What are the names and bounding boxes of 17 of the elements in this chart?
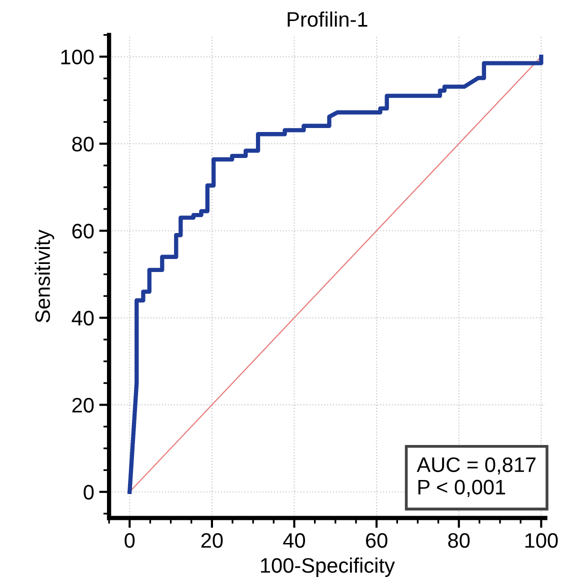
y-tick-label: 60	[72, 224, 94, 239]
annotation: P < 0,001	[418, 480, 506, 497]
x-tick-label: 80	[448, 533, 470, 548]
x-tick-label: 60	[366, 533, 388, 548]
x-tick-label: 40	[283, 533, 306, 548]
y-tick-label: 20	[72, 398, 94, 413]
x-tick-label: 100	[525, 533, 558, 548]
y-tick-label: 40	[72, 310, 94, 326]
annotation: AUC = 0,817	[416, 457, 536, 475]
y-tick-label: 0	[84, 484, 94, 500]
x-tick-label: 0	[124, 533, 135, 548]
y-tick-label: 100	[61, 50, 94, 64]
chart-title: Profilin-1	[288, 11, 368, 27]
y-axis-title: Sensitivity	[34, 230, 54, 322]
x-axis-title: 100-Specificity	[261, 558, 395, 577]
x-tick-label: 20	[201, 533, 223, 548]
y-tick-label: 80	[72, 136, 94, 152]
